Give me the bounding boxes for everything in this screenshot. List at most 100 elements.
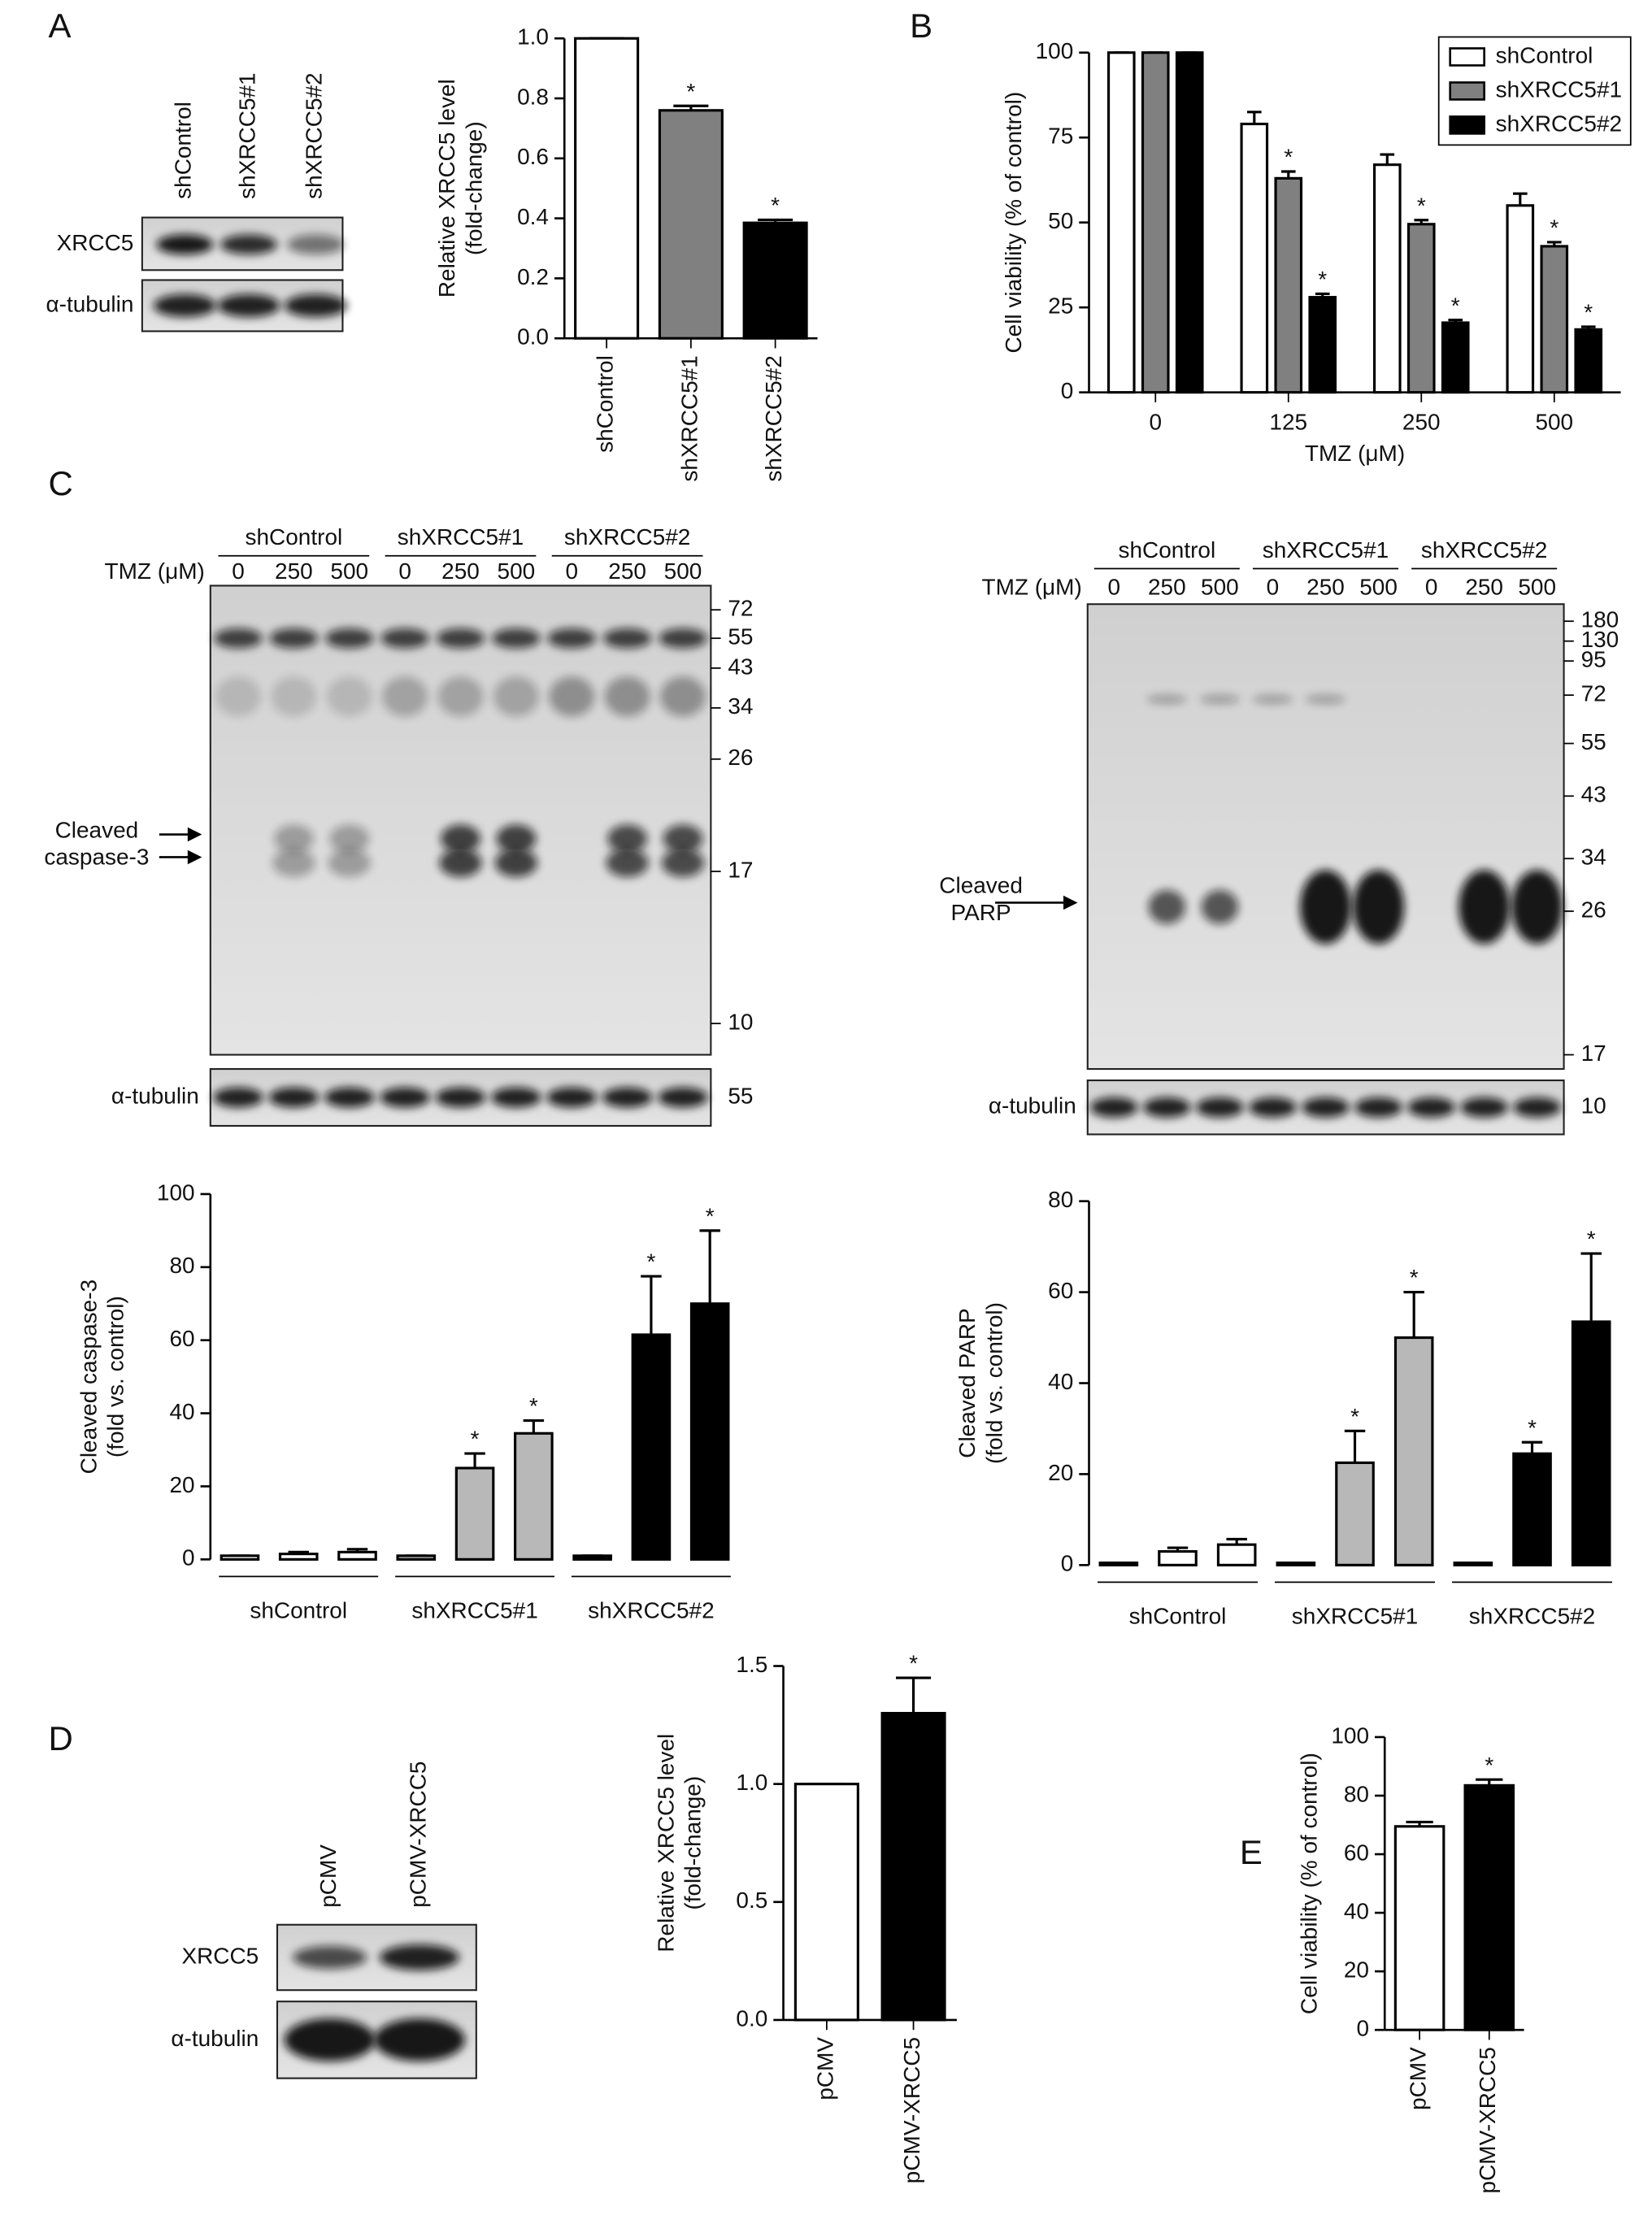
panel-label: D <box>48 1719 72 1757</box>
row-label: XRCC5 <box>57 230 134 255</box>
mw-marker: 17 <box>1581 1040 1606 1066</box>
blot-band <box>380 628 429 649</box>
blot-band <box>272 848 315 877</box>
blot-band <box>382 676 428 717</box>
bar <box>1441 321 1470 394</box>
blot-band <box>604 676 650 717</box>
blot-band <box>379 1944 459 1970</box>
y-axis-label: Relative XRCC5 level <box>653 1734 678 1953</box>
y-tick-label: 25 <box>1048 293 1073 319</box>
blot-band <box>1148 889 1186 924</box>
mw-marker: 17 <box>728 857 753 882</box>
error-bar <box>1344 1429 1366 1463</box>
error-bar <box>1580 1252 1602 1322</box>
blot-band <box>1201 889 1239 924</box>
y-axis-label: Cleaved PARP <box>954 1308 980 1458</box>
x-tick-label: pCMV-XRCC5 <box>899 2037 924 2183</box>
significance-mark: * <box>706 1204 715 1229</box>
blot-membrane <box>209 584 712 1056</box>
y-tick-label: 50 <box>1048 208 1073 233</box>
bar <box>1216 1543 1257 1566</box>
dose: 500 <box>498 558 536 584</box>
blot-band <box>441 824 480 854</box>
blot-band <box>1459 870 1511 945</box>
bar <box>742 221 808 340</box>
y-axis-label: (fold-change) <box>680 1776 706 1910</box>
mw-marker: 55 <box>728 624 753 649</box>
y-tick-label: 80 <box>1048 1187 1073 1212</box>
blot-band <box>1353 870 1405 945</box>
y-tick-label: 60 <box>1048 1278 1073 1303</box>
bar <box>454 1466 495 1561</box>
blot-band <box>156 234 214 255</box>
bar <box>514 1431 554 1561</box>
error-bar <box>1380 153 1395 165</box>
bar <box>1106 51 1136 394</box>
blot-band <box>549 676 595 717</box>
blot-band <box>1511 870 1563 945</box>
error-bar <box>1246 111 1262 124</box>
y-axis-label: (fold vs. control) <box>981 1302 1006 1464</box>
blot-band <box>271 676 317 717</box>
y-tick-label: 80 <box>1344 1781 1369 1806</box>
significance-mark: * <box>471 1427 480 1452</box>
y-tick-label: 100 <box>157 1179 195 1205</box>
mw-marker: 95 <box>1581 647 1606 672</box>
blot-band <box>324 1087 375 1108</box>
blot-band <box>284 2018 376 2061</box>
bar <box>574 37 640 340</box>
mw-marker: 26 <box>728 745 753 770</box>
y-tick-label: 60 <box>1344 1840 1369 1865</box>
group-label: shXRCC5#2 <box>588 1597 714 1623</box>
blot-band <box>602 1087 653 1108</box>
bar <box>1571 1320 1611 1566</box>
blot-band <box>491 1087 541 1108</box>
error-bar <box>1403 1291 1424 1338</box>
y-tick-label: 0.4 <box>517 204 549 229</box>
blot-band <box>1300 870 1351 945</box>
x-tick-label: shXRCC5#2 <box>761 355 786 481</box>
bar <box>1372 163 1402 394</box>
blot-band <box>493 676 539 717</box>
dose: 0 <box>1425 574 1438 599</box>
blot-band <box>607 824 648 854</box>
y-tick-label: 100 <box>1036 38 1074 63</box>
dose: 250 <box>1148 574 1186 599</box>
group-label: shXRCC5#2 <box>1469 1603 1595 1628</box>
bar <box>1274 176 1303 394</box>
bar <box>1393 1825 1446 2031</box>
bar <box>396 1554 437 1561</box>
y-tick-label: 0.2 <box>517 264 549 289</box>
y-axis-label: Relative XRCC5 level <box>434 79 459 298</box>
blot-band <box>492 628 541 649</box>
blot-band <box>661 848 705 877</box>
dose: 500 <box>664 558 702 584</box>
group-label: shXRCC5#1 <box>1263 537 1389 563</box>
dose: 500 <box>1359 574 1398 599</box>
blot-band <box>439 848 482 877</box>
y-tick-label: 1.0 <box>517 24 549 50</box>
y-axis-label: Cell viability (% of control) <box>1001 92 1026 354</box>
blot-band <box>1143 1097 1191 1118</box>
error-bar <box>699 1229 720 1304</box>
significance-mark: * <box>1410 1265 1419 1290</box>
dose: 500 <box>1201 574 1239 599</box>
significance-mark: * <box>1318 267 1327 292</box>
arrow-head <box>1063 895 1078 910</box>
mw-marker: 43 <box>1581 782 1606 807</box>
error-bar <box>1512 192 1528 206</box>
significance-mark: * <box>1417 193 1426 218</box>
group-label: shControl <box>1118 537 1215 563</box>
mw-marker: 72 <box>1581 681 1606 706</box>
mw-marker: 34 <box>1581 845 1606 870</box>
y-tick-label: 80 <box>169 1253 194 1278</box>
panel-label: C <box>48 464 72 502</box>
blot-band <box>220 234 277 255</box>
bar <box>572 1554 612 1561</box>
blot-band <box>659 628 707 649</box>
significance-mark: * <box>1587 1227 1596 1252</box>
blot-band <box>1306 695 1346 704</box>
dose: 500 <box>1518 574 1556 599</box>
dose: 0 <box>1108 574 1121 599</box>
band-label: Cleaved <box>939 873 1023 898</box>
